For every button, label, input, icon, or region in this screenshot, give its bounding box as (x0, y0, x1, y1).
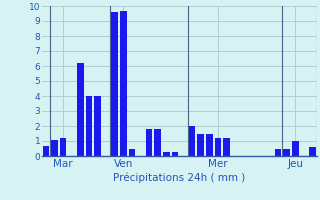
Bar (86, 96, 92, 156)
Bar (275, 148, 281, 156)
Bar (51, 140, 58, 156)
Bar (43, 146, 49, 156)
Bar (284, 148, 290, 156)
Bar (223, 138, 230, 156)
Bar (94, 96, 101, 156)
Bar (309, 147, 316, 156)
Bar (60, 138, 66, 156)
Bar (206, 134, 212, 156)
Bar (77, 63, 84, 156)
Bar (155, 129, 161, 156)
Bar (215, 138, 221, 156)
Bar (163, 152, 170, 156)
Bar (111, 12, 118, 156)
Bar (197, 134, 204, 156)
Bar (129, 148, 135, 156)
Bar (172, 152, 178, 156)
Bar (120, 10, 126, 156)
Bar (292, 141, 299, 156)
Bar (189, 126, 195, 156)
Bar (146, 129, 152, 156)
X-axis label: Précipitations 24h ( mm ): Précipitations 24h ( mm ) (113, 173, 245, 183)
